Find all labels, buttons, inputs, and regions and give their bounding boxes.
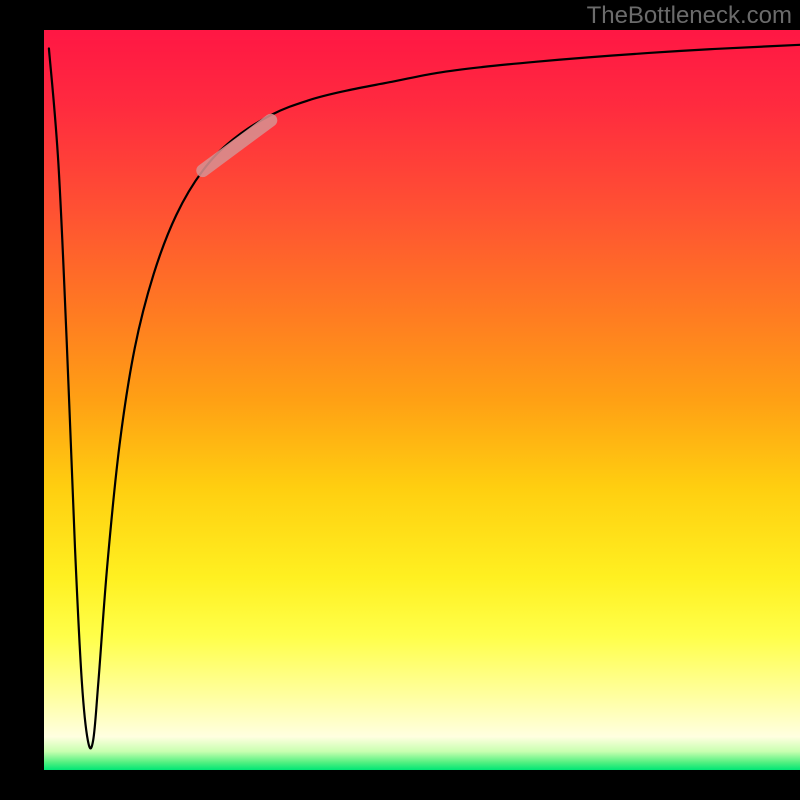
highlight-segment: [203, 120, 271, 170]
chart-container: TheBottleneck.com: [0, 0, 800, 800]
bottleneck-curve: [49, 45, 800, 749]
curve-layer: [44, 30, 800, 770]
watermark-label: TheBottleneck.com: [587, 2, 792, 30]
plot-area: [44, 30, 800, 770]
